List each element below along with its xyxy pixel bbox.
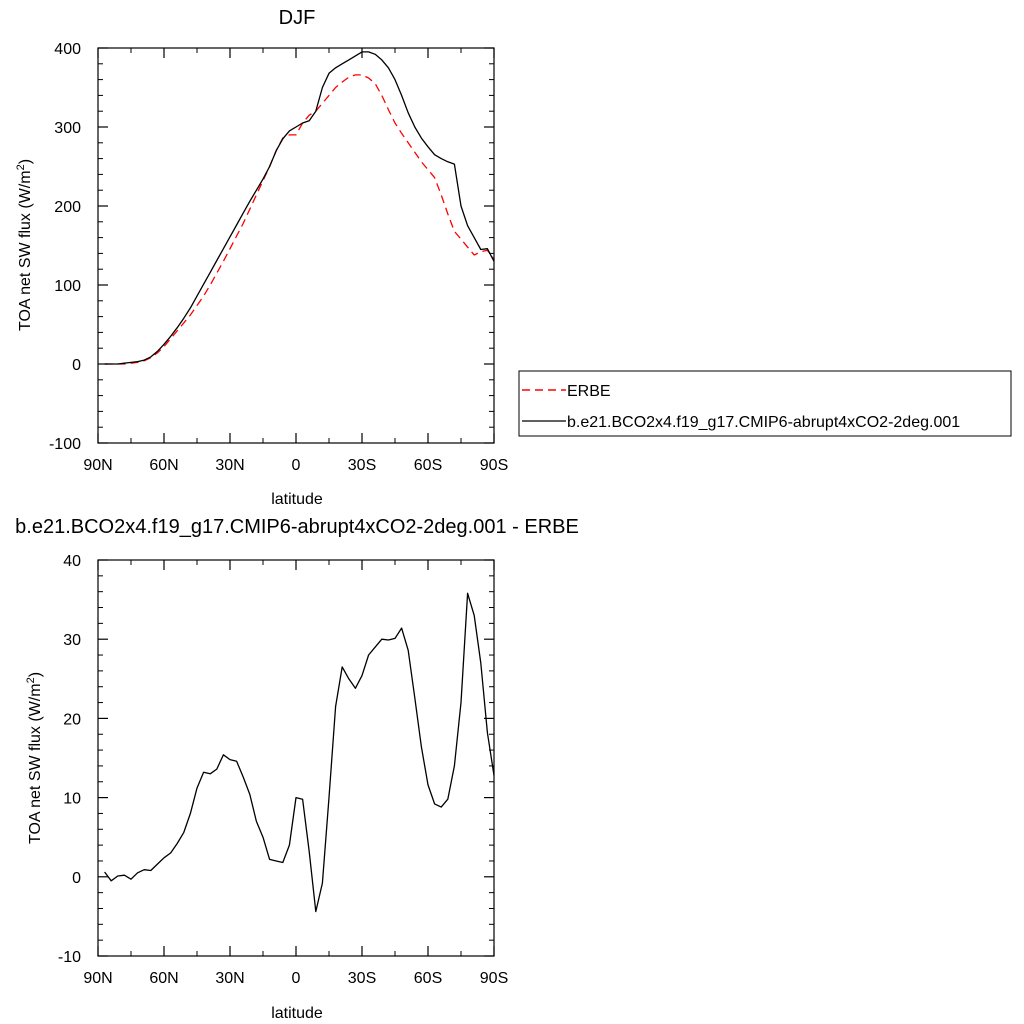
x-tick-label: 90S: [480, 970, 508, 987]
x-tick-label: 60S: [414, 970, 442, 987]
x-tick-label: 60N: [149, 457, 178, 474]
chart-title: DJF: [279, 7, 316, 29]
legend: ERBE b.e21.BCO2x4.f19_g17.CMIP6-abrupt4x…: [518, 370, 1012, 437]
y-tick-label: 300: [54, 120, 81, 137]
x-tick-label: 90S: [480, 457, 508, 474]
chart-title: b.e21.BCO2x4.f19_g17.CMIP6-abrupt4xCO2-2…: [15, 516, 579, 538]
series-line-model: [104, 51, 495, 365]
y-tick-label: 400: [54, 41, 81, 58]
y-tick-label: 40: [63, 553, 81, 570]
y-tick-label: 20: [63, 711, 81, 728]
y-tick-label: -10: [58, 949, 81, 966]
x-tick-label: 30N: [215, 457, 244, 474]
x-tick-label: 60S: [414, 457, 442, 474]
x-axis-label: latitude: [271, 491, 323, 508]
y-tick-label: -100: [49, 436, 81, 453]
x-tick-label: 60N: [149, 970, 178, 987]
y-axis-label: TOA net SW flux (W/m2): [15, 159, 34, 331]
x-tick-label: 30S: [348, 970, 376, 987]
plot-frame: [97, 47, 495, 444]
y-tick-label: 0: [72, 870, 81, 887]
y-tick-label: 0: [72, 357, 81, 374]
legend-box: [518, 370, 1012, 437]
series-line-difference: [104, 592, 495, 913]
x-tick-label: 90N: [83, 970, 112, 987]
plot-frame: [97, 559, 495, 957]
y-axis-label: TOA net SW flux (W/m2): [25, 672, 44, 844]
panel-bottom: b.e21.BCO2x4.f19_g17.CMIP6-abrupt4xCO2-2…: [15, 516, 579, 1022]
x-tick-label: 30S: [348, 457, 376, 474]
legend-model-label: b.e21.BCO2x4.f19_g17.CMIP6-abrupt4xCO2-2…: [567, 414, 960, 431]
y-tick-label: 100: [54, 278, 81, 295]
x-tick-label: 0: [292, 457, 301, 474]
y-tick-label: 30: [63, 632, 81, 649]
y-tick-label: 200: [54, 199, 81, 216]
x-tick-label: 30N: [215, 970, 244, 987]
y-tick-label: 10: [63, 791, 81, 808]
x-tick-label: 0: [292, 970, 301, 987]
series-line-erbe: [104, 74, 495, 365]
x-axis-label: latitude: [271, 1005, 323, 1022]
legend-erbe-label: ERBE: [567, 383, 611, 400]
x-tick-label: 90N: [83, 457, 112, 474]
panel-top: DJF 90N 60N 30N 0 30S 60S 90S -100 0 100 200 300 40…: [15, 7, 508, 508]
